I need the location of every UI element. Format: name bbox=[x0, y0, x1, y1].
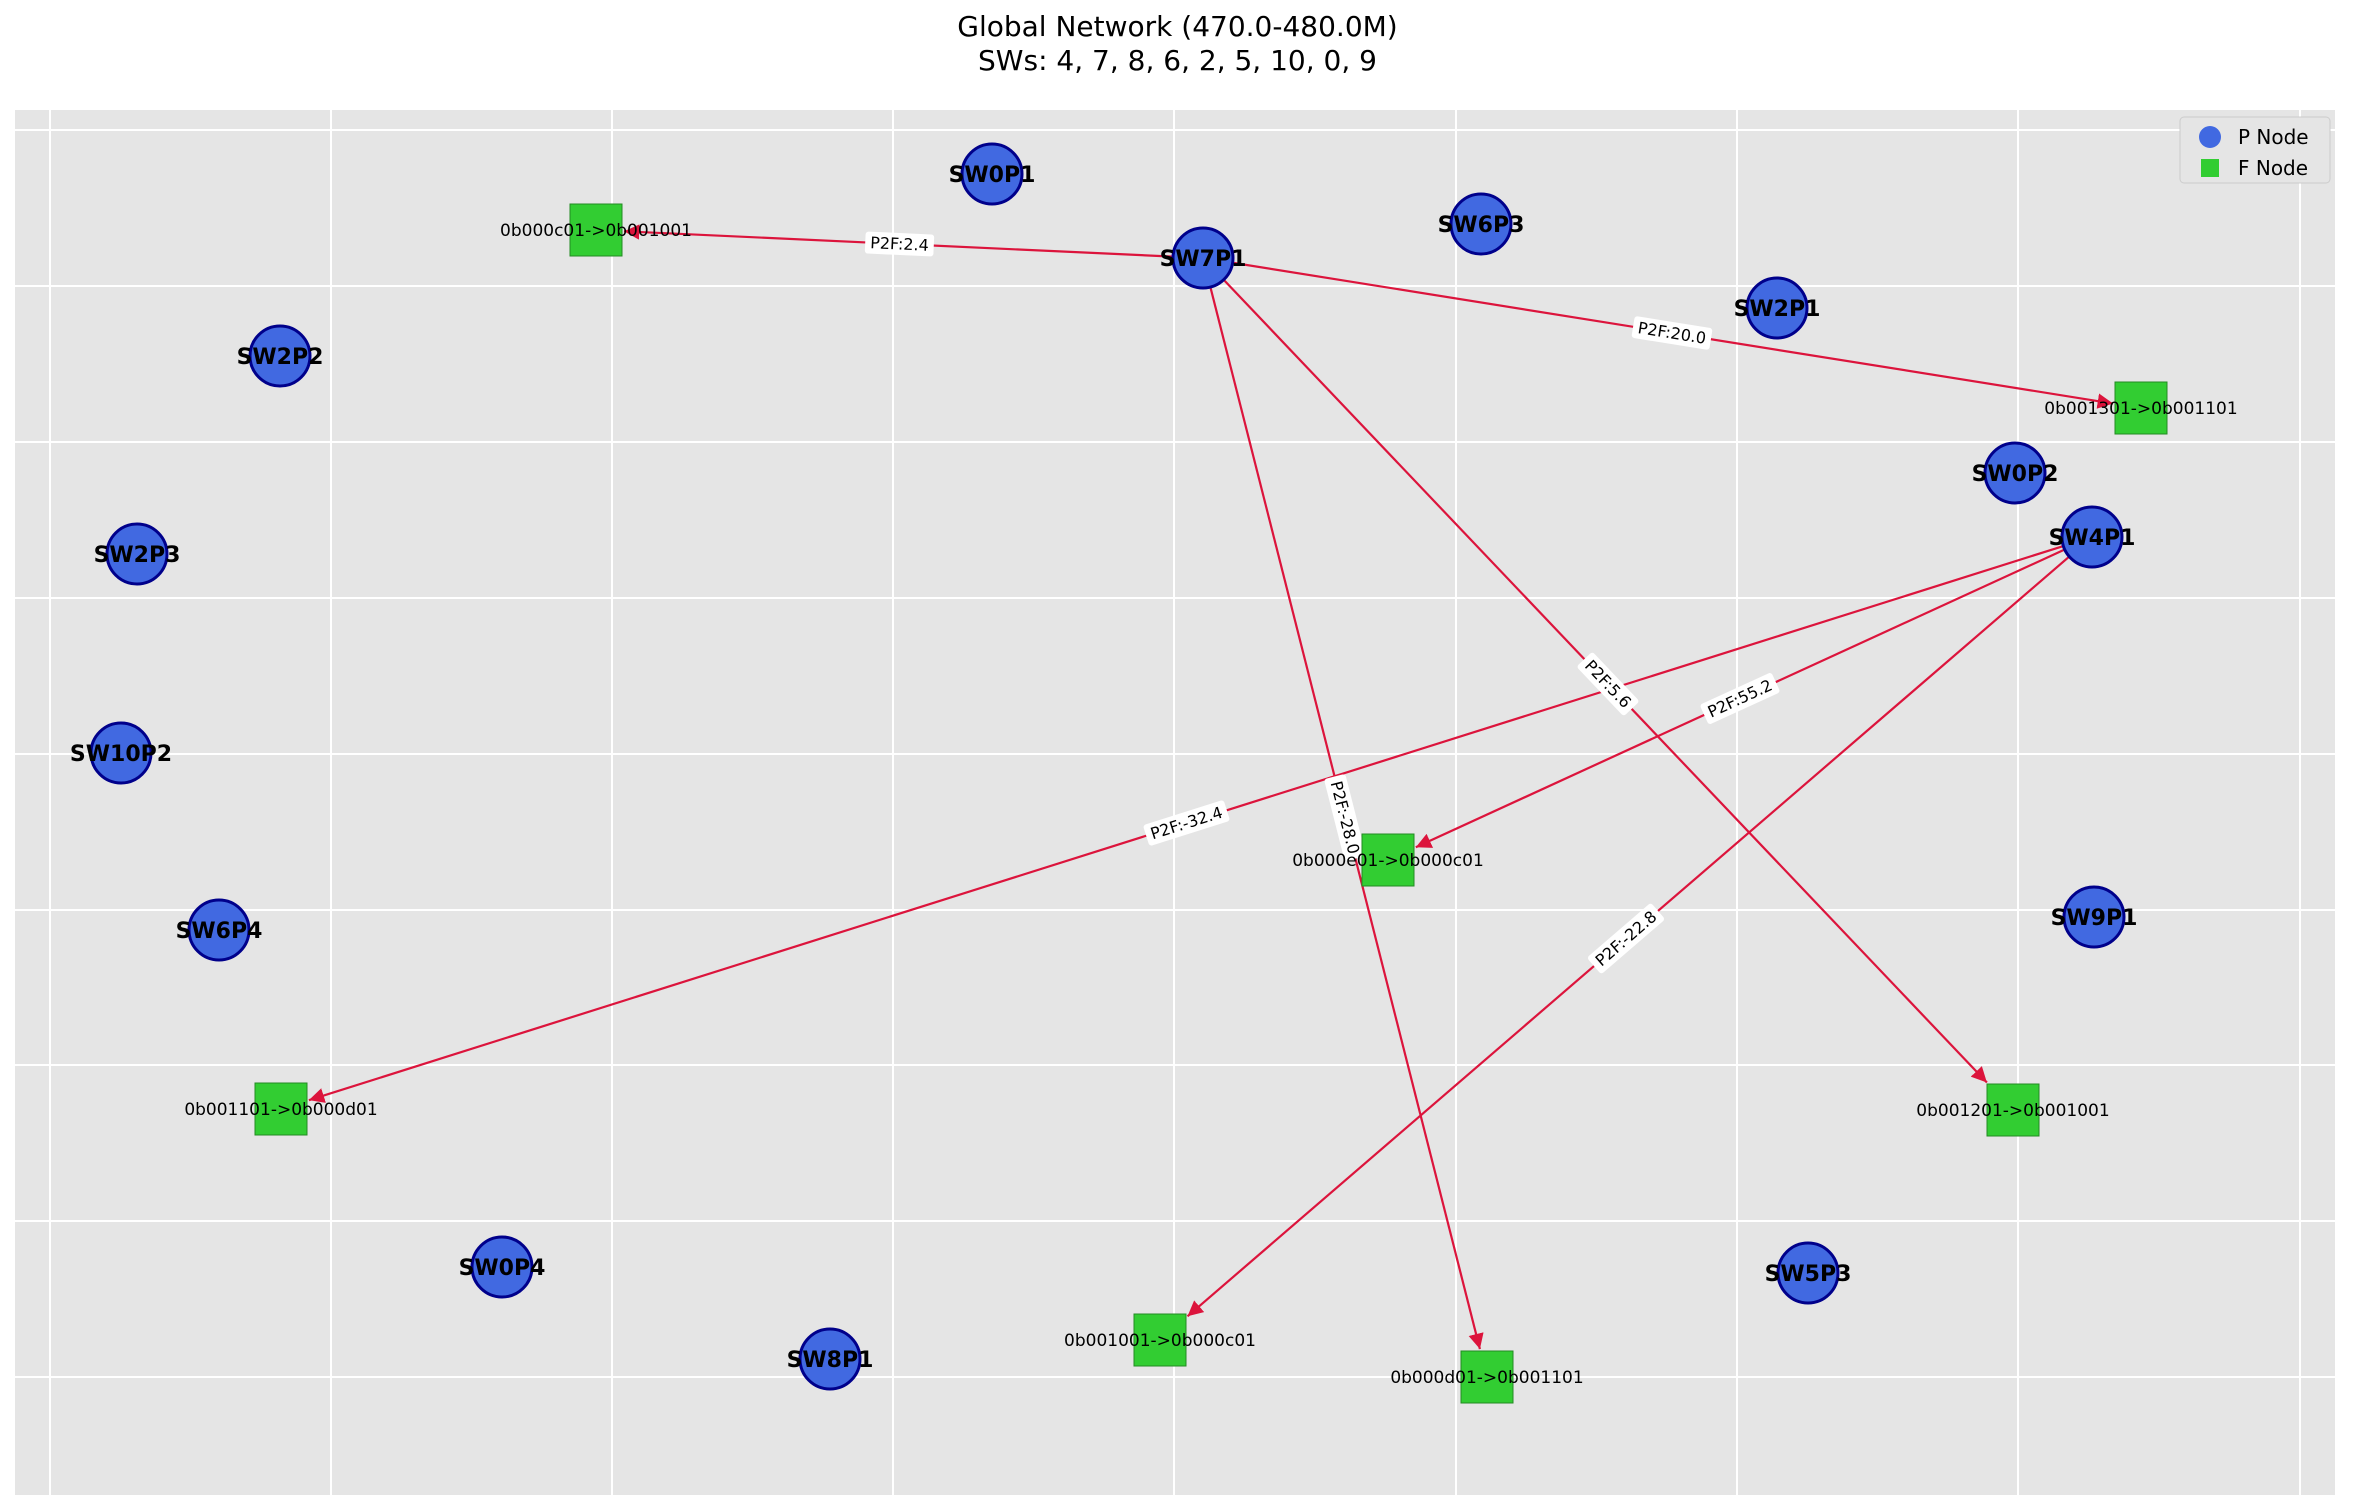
p-node: SW7P1 bbox=[1160, 226, 1247, 290]
title-line-1: Global Network (470.0-480.0M) bbox=[957, 10, 1398, 43]
p-node-label: SW6P4 bbox=[176, 919, 263, 944]
p-node: SW0P4 bbox=[459, 1235, 546, 1299]
p-node: SW6P3 bbox=[1438, 192, 1525, 256]
edge-label-background bbox=[1577, 652, 1639, 716]
p-node: SW4P1 bbox=[2049, 505, 2136, 569]
f-node-label: 0b000d01->0b001101 bbox=[1390, 1368, 1583, 1388]
f-node-square bbox=[569, 203, 623, 257]
p-node-circle bbox=[105, 522, 169, 586]
legend-f-node-label: F Node bbox=[2238, 156, 2308, 180]
f-node-square bbox=[1986, 1083, 2040, 1137]
f-node-square bbox=[1460, 1350, 1514, 1404]
edge-label: P2F:2.4 bbox=[864, 231, 935, 257]
p-node: SW0P2 bbox=[1972, 441, 2059, 505]
p-node: SW0P1 bbox=[949, 142, 1036, 206]
p-node-label: SW6P3 bbox=[1438, 213, 1525, 238]
p-node-circle bbox=[1449, 192, 1513, 256]
p-node: SW2P1 bbox=[1734, 276, 1821, 340]
p-node-circle bbox=[470, 1235, 534, 1299]
f-node-label: 0b000e01->0b000c01 bbox=[1292, 851, 1484, 871]
f-node-label: 0b001001->0b000c01 bbox=[1064, 1331, 1256, 1351]
f-node: 0b000e01->0b000c01 bbox=[1292, 833, 1484, 887]
f-node: 0b001101->0b000d01 bbox=[184, 1082, 378, 1136]
grid-lines bbox=[15, 110, 2335, 1495]
p-node-label: SW9P1 bbox=[2051, 906, 2138, 931]
edge-label-background bbox=[864, 231, 935, 257]
p-node-label: SW0P1 bbox=[949, 163, 1036, 188]
p-node-label: SW2P3 bbox=[94, 543, 181, 568]
legend: P Node F Node bbox=[2179, 116, 2331, 184]
edge-label-background bbox=[1324, 774, 1366, 861]
p-node: SW9P1 bbox=[2051, 885, 2138, 949]
p-node: SW2P2 bbox=[237, 324, 324, 388]
f-node: 0b001301->0b001101 bbox=[2044, 381, 2238, 435]
legend-p-node-label: P Node bbox=[2238, 125, 2309, 149]
p-node: SW5P3 bbox=[1765, 1241, 1852, 1305]
p-node-label: SW0P4 bbox=[459, 1256, 546, 1281]
p-nodes-layer: SW0P1 SW6P3 SW7P1 SW2P1 SW2P2 SW0P2 SW4P1 SW2P3… bbox=[70, 142, 2138, 1391]
f-node-label: 0b001101->0b000d01 bbox=[184, 1100, 377, 1120]
p-node: SW6P4 bbox=[176, 898, 263, 962]
p-node-circle bbox=[1983, 441, 2047, 505]
p-node: SW10P2 bbox=[70, 721, 172, 785]
f-node-square bbox=[2114, 381, 2168, 435]
p-node-circle bbox=[960, 142, 1024, 206]
f-node: 0b000c01->0b001001 bbox=[500, 203, 692, 257]
f-node-square bbox=[1361, 833, 1415, 887]
p-node-label: SW4P1 bbox=[2049, 526, 2136, 551]
figure-title: Global Network (470.0-480.0M) SWs: 4, 7,… bbox=[0, 10, 2355, 78]
p-node-circle bbox=[187, 898, 251, 962]
f-node-square bbox=[1133, 1313, 1187, 1367]
p-node-circle bbox=[2062, 885, 2126, 949]
title-line-2: SWs: 4, 7, 8, 6, 2, 5, 10, 0, 9 bbox=[978, 44, 1377, 77]
f-node-label: 0b000c01->0b001001 bbox=[500, 221, 692, 241]
p-node-label: SW8P1 bbox=[787, 1348, 874, 1373]
f-node: 0b000d01->0b001101 bbox=[1390, 1350, 1584, 1404]
p-node-circle bbox=[1171, 226, 1235, 290]
f-nodes-layer: 0b000c01->0b001001 0b001301->0b001101 0b00… bbox=[184, 203, 2238, 1404]
f-node-label: 0b001201->0b001001 bbox=[1916, 1101, 2109, 1121]
edge-label-background bbox=[1700, 673, 1780, 724]
p-node-circle bbox=[2060, 505, 2124, 569]
f-node: 0b001201->0b001001 bbox=[1916, 1083, 2110, 1137]
p-node-circle bbox=[1776, 1241, 1840, 1305]
p-node-label: SW2P1 bbox=[1734, 297, 1821, 322]
p-node-circle bbox=[798, 1327, 862, 1391]
f-node-label: 0b001301->0b001101 bbox=[2044, 399, 2237, 419]
p-node-circle bbox=[89, 721, 153, 785]
edge-label-text: P2F:2.4 bbox=[870, 233, 929, 255]
f-node: 0b001001->0b000c01 bbox=[1064, 1313, 1256, 1367]
legend-p-node-icon bbox=[2199, 126, 2221, 148]
edge-label-background bbox=[1631, 316, 1713, 350]
edge-label-background bbox=[1588, 903, 1664, 974]
network-diagram: P2F:2.4P2F:20.0P2F:5.6P2F:-28.0P2F:55.2P… bbox=[15, 110, 2335, 1495]
p-node-circle bbox=[248, 324, 312, 388]
p-node-label: SW2P2 bbox=[237, 345, 324, 370]
p-node-circle bbox=[1745, 276, 1809, 340]
p-node: SW2P3 bbox=[94, 522, 181, 586]
legend-f-node-icon bbox=[2201, 159, 2219, 177]
p-node-label: SW7P1 bbox=[1160, 247, 1247, 272]
p-node-label: SW5P3 bbox=[1765, 1262, 1852, 1287]
p-node: SW8P1 bbox=[787, 1327, 874, 1391]
p-node-label: SW10P2 bbox=[70, 742, 172, 767]
edge-label-background bbox=[1143, 800, 1230, 846]
f-node-square bbox=[254, 1082, 308, 1136]
p-node-label: SW0P2 bbox=[1972, 462, 2059, 487]
